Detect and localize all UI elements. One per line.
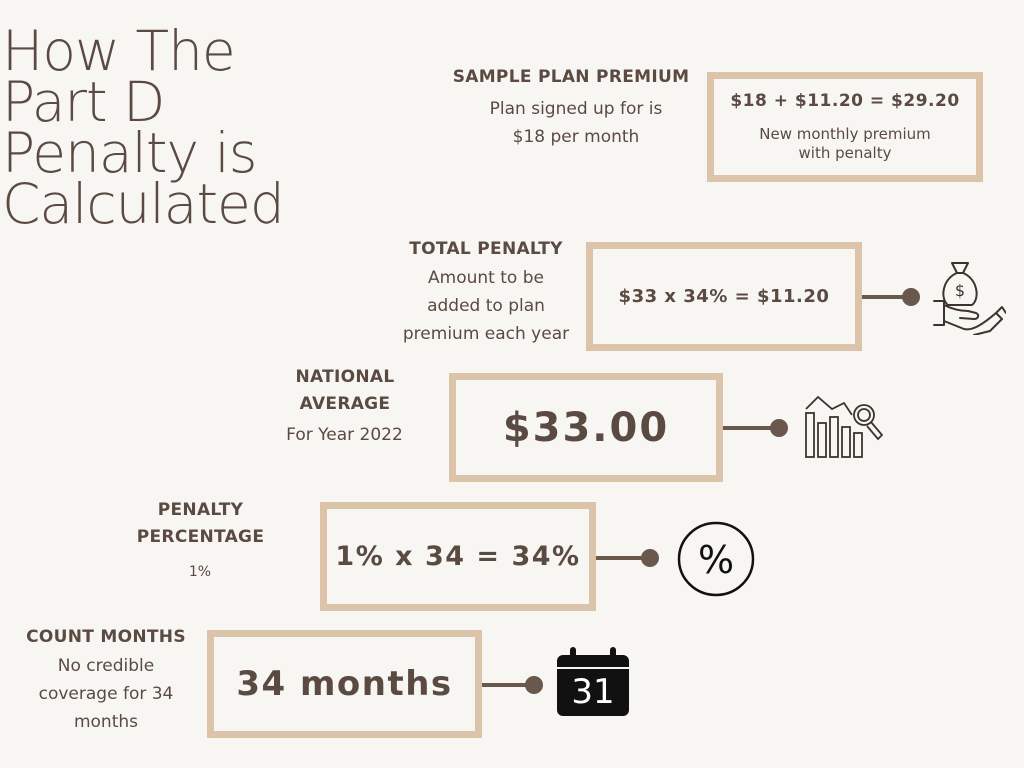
description-line: Amount to be — [428, 268, 544, 288]
calendar-day: 31 — [571, 672, 615, 712]
money-bag-hand-icon: $ — [933, 262, 1006, 335]
sample-plan-heading: SAMPLE PLAN PREMIUM — [452, 67, 690, 87]
connector-line — [723, 426, 779, 430]
bar-chart-magnifier-icon — [805, 395, 884, 458]
heading-line: AVERAGE — [299, 394, 391, 414]
title-line: Part D — [2, 70, 165, 134]
penalty-percentage-formula: 1% x 34 = 34% — [335, 541, 581, 572]
title-line: How The — [2, 19, 236, 83]
total-penalty-heading: TOTAL PENALTY — [409, 239, 563, 259]
sample-plan-formula: $18 + $11.20 = $29.20 — [730, 91, 960, 111]
description-line: Plan signed up for is — [489, 99, 663, 119]
national-average-box: $33.00 — [449, 373, 723, 482]
note-line: New monthly premium — [759, 125, 931, 143]
penalty-percentage-description: 1% — [188, 564, 212, 580]
description-line: coverage for 34 — [38, 684, 174, 704]
percent-circle-icon: % — [677, 521, 755, 597]
sample-plan-description: Plan signed up for is $18 per month — [446, 95, 706, 151]
connector-dot — [525, 676, 543, 694]
sample-plan-box: $18 + $11.20 = $29.20 New monthly premiu… — [707, 72, 983, 182]
count-months-value: 34 months — [236, 664, 453, 704]
connector-line — [862, 295, 908, 299]
description-line: months — [73, 712, 139, 732]
connector-dot — [902, 288, 920, 306]
total-penalty-formula: $33 x 34% = $11.20 — [618, 286, 830, 307]
connector-line — [482, 683, 534, 687]
description-line: added to plan — [427, 296, 545, 316]
title-line: Calculated — [2, 172, 285, 236]
count-months-description: No credible coverage for 34 months — [18, 652, 194, 736]
sample-plan-note: New monthly premium with penalty — [759, 125, 930, 163]
description-line: $18 per month — [512, 127, 640, 147]
national-average-heading: NATIONAL AVERAGE — [270, 364, 420, 418]
calendar-icon: 31 — [556, 647, 630, 717]
title-line: Penalty is — [2, 121, 257, 185]
connector-line — [596, 556, 652, 560]
penalty-percentage-heading: PENALTY PERCENTAGE — [118, 497, 283, 551]
heading-line: NATIONAL — [295, 367, 395, 387]
national-average-value: $33.00 — [502, 404, 670, 451]
description-line: premium each year — [402, 324, 570, 344]
note-line: with penalty — [798, 144, 892, 162]
total-penalty-box: $33 x 34% = $11.20 — [586, 242, 862, 351]
svg-text:$: $ — [955, 281, 965, 300]
count-months-box: 34 months — [207, 630, 482, 738]
penalty-percentage-box: 1% x 34 = 34% — [320, 502, 596, 611]
page-title: How The Part D Penalty is Calculated — [2, 19, 302, 236]
svg-text:%: % — [698, 538, 734, 582]
connector-dot — [770, 419, 788, 437]
description-line: No credible — [57, 656, 155, 676]
calendar-frame — [557, 647, 629, 716]
total-penalty-description: Amount to be added to plan premium each … — [386, 264, 586, 348]
heading-line: PENALTY — [157, 500, 244, 520]
national-average-description: For Year 2022 — [286, 425, 403, 445]
count-months-heading: COUNT MONTHS — [26, 627, 186, 647]
connector-dot — [641, 549, 659, 567]
heading-line: PERCENTAGE — [136, 527, 265, 547]
